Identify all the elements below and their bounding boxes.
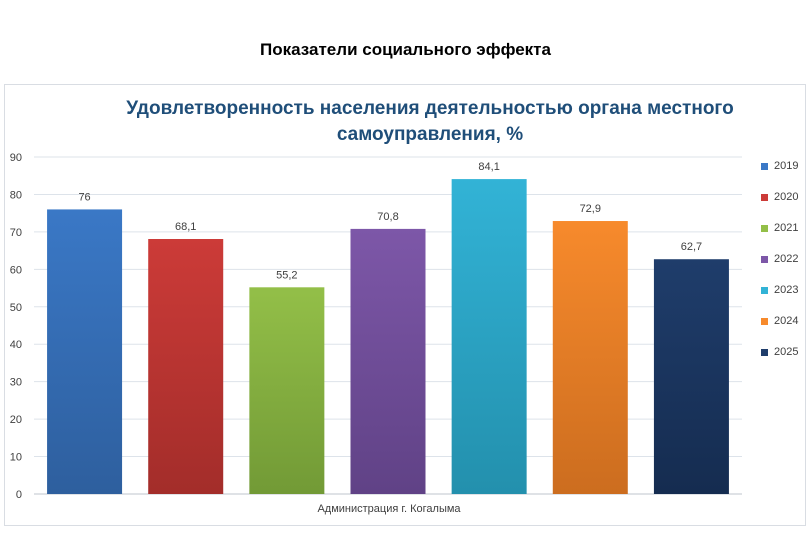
y-tick-label: 20 (10, 414, 22, 426)
bar-2023 (451, 179, 527, 494)
legend-label: 2025 (774, 346, 799, 358)
legend-swatch (761, 193, 768, 201)
y-tick-label: 50 (10, 302, 22, 314)
y-tick-label: 0 (16, 489, 22, 501)
legend-item-2020: 2020 (761, 191, 798, 203)
legend-swatch (761, 348, 768, 356)
legend-label: 2019 (774, 160, 799, 172)
y-tick-label: 60 (10, 264, 22, 276)
y-tick-label: 90 (10, 152, 22, 164)
value-label-2022: 70,8 (377, 211, 398, 223)
value-label-2021: 55,2 (276, 269, 297, 281)
y-tick-label: 10 (10, 452, 22, 464)
y-tick-label: 70 (10, 227, 22, 239)
legend-item-2022: 2022 (761, 253, 798, 265)
y-axis-ticks: 0 10 20 30 40 50 60 70 80 90 (10, 152, 22, 501)
bar-2025 (653, 259, 729, 494)
legend-item-2024: 2024 (761, 315, 798, 327)
legend-swatch (761, 224, 768, 232)
legend-item-2021: 2021 (761, 222, 798, 234)
legend-label: 2023 (774, 284, 799, 296)
legend-label: 2024 (774, 315, 799, 327)
y-tick-label: 80 (10, 189, 22, 201)
legend-item-2023: 2023 (761, 284, 798, 296)
legend-item-2025: 2025 (761, 346, 798, 358)
legend-swatch (761, 255, 768, 263)
value-label-2023: 84,1 (478, 161, 499, 173)
legend-swatch (761, 286, 768, 294)
bar-2022 (350, 228, 426, 495)
chart-title: Удовлетворенность населения деятельность… (126, 98, 734, 145)
legend-label: 2021 (774, 222, 799, 234)
value-label-2024: 72,9 (580, 203, 601, 215)
bar-2024 (552, 221, 628, 494)
legend-item-2019: 2019 (761, 160, 798, 172)
value-label-2025: 62,7 (681, 241, 702, 253)
value-label-2020: 68,1 (175, 221, 196, 233)
page-title: Показатели социального эффекта (260, 40, 551, 59)
x-axis-label: Администрация г. Когалыма (317, 503, 461, 515)
legend-label: 2022 (774, 253, 799, 265)
y-tick-label: 30 (10, 377, 22, 389)
legend-label: 2020 (774, 191, 799, 203)
bar-2019 (47, 209, 123, 494)
value-label-2019: 76 (78, 191, 90, 203)
legend-swatch (761, 317, 768, 325)
value-labels: 76 68,1 55,2 70,8 84,1 72,9 62,7 (78, 161, 702, 281)
y-tick-label: 40 (10, 339, 22, 351)
bar-2020 (148, 239, 224, 494)
legend-swatch (761, 162, 768, 170)
bars (47, 179, 729, 495)
bar-2021 (249, 287, 325, 494)
